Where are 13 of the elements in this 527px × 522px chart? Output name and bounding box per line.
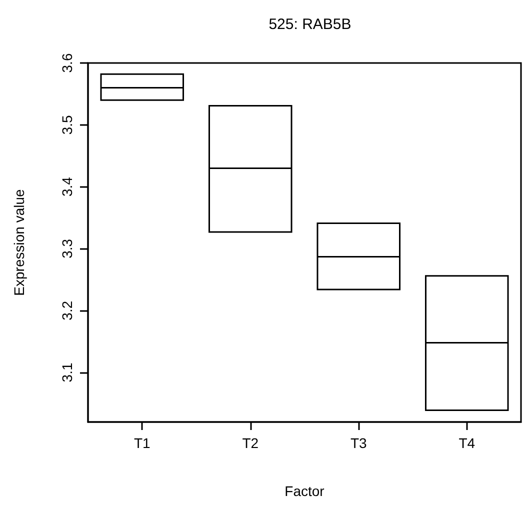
y-tick-label: 3.3 [59, 238, 75, 258]
y-tick-label: 3.1 [59, 362, 75, 382]
chart-title: 525: RAB5B [268, 16, 352, 33]
x-tick-label: T1 [134, 435, 151, 451]
x-tick-label: T2 [242, 435, 259, 451]
y-tick-label: 3.6 [59, 53, 75, 73]
y-axis-title: Expression value [11, 188, 27, 296]
y-tick-label: 3.2 [59, 300, 75, 320]
x-tick-label: T3 [350, 435, 368, 451]
y-tick-label: 3.4 [59, 176, 75, 197]
y-tick-label: 3.5 [59, 114, 75, 135]
x-axis-title: Factor [284, 483, 325, 499]
x-tick-label: T4 [458, 435, 476, 451]
